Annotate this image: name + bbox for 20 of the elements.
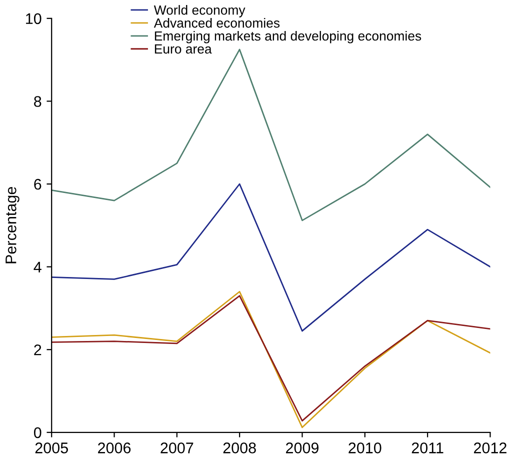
legend-label: Emerging markets and developing economies <box>154 30 422 44</box>
x-tick-label: 2006 <box>98 442 131 454</box>
line-series <box>52 183 490 332</box>
legend-label: Advanced economies <box>154 18 280 28</box>
x-tick-label: 2008 <box>223 442 256 454</box>
x-tick-label: 2005 <box>35 442 68 454</box>
y-axis-title: Percentage <box>6 187 20 264</box>
x-tick-label: 2009 <box>286 442 318 454</box>
x-tick-label: 2011 <box>412 442 444 454</box>
y-tick-label: 0 <box>34 427 42 438</box>
x-tick-label: 2012 <box>474 442 506 454</box>
y-tick-label: 8 <box>34 96 42 107</box>
y-tick-label: 6 <box>34 178 42 190</box>
x-tick-label: 2010 <box>348 442 382 454</box>
x-tick-label: 2007 <box>160 442 194 454</box>
y-tick-label: 2 <box>34 344 42 356</box>
legend-label: Euro area <box>154 44 212 54</box>
legend-label: World economy <box>154 5 246 18</box>
y-tick-label: 10 <box>26 13 42 24</box>
y-tick-label: 4 <box>34 262 42 272</box>
